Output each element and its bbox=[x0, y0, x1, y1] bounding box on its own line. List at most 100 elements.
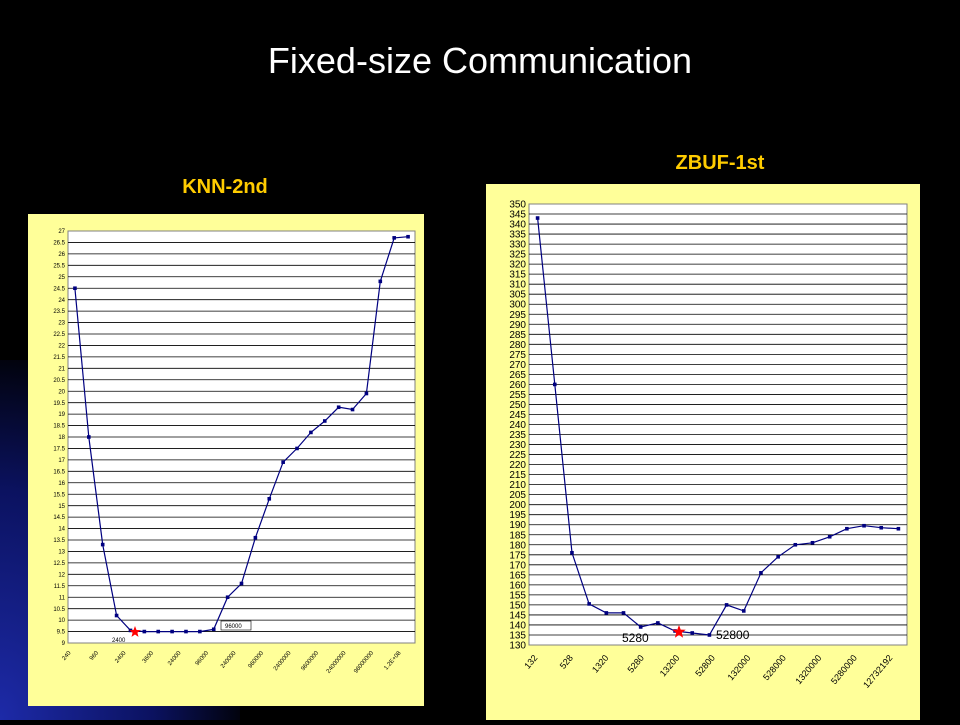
slide-title: Fixed-size Communication bbox=[267, 40, 693, 81]
y-tick-label: 285 bbox=[509, 330, 526, 341]
y-tick-label: 235 bbox=[509, 430, 526, 441]
y-tick-label: 11 bbox=[59, 595, 66, 601]
y-tick-label: 180 bbox=[509, 540, 526, 551]
star-marker bbox=[672, 625, 686, 638]
data-point bbox=[638, 625, 643, 629]
data-point bbox=[604, 611, 609, 615]
y-tick-label: 15 bbox=[58, 504, 65, 510]
y-tick-label: 330 bbox=[509, 240, 526, 251]
data-point bbox=[759, 571, 763, 575]
y-tick-label: 230 bbox=[509, 440, 526, 451]
y-tick-label: 175 bbox=[509, 550, 526, 561]
y-tick-label: 19 bbox=[58, 412, 65, 418]
data-point bbox=[707, 633, 712, 637]
data-point bbox=[267, 497, 272, 501]
data-point bbox=[896, 526, 901, 531]
zbuf-chart-title: ZBUF-1st bbox=[675, 152, 765, 174]
y-tick-label: 240 bbox=[509, 420, 526, 431]
x-tick-label: 24000000 bbox=[326, 650, 348, 675]
y-tick-label: 24.5 bbox=[53, 286, 65, 292]
star-marker bbox=[129, 626, 141, 637]
y-tick-label: 265 bbox=[509, 370, 526, 381]
data-point bbox=[114, 613, 119, 618]
x-tick-label: 5280000 bbox=[829, 653, 859, 686]
y-tick-label: 21.5 bbox=[53, 355, 65, 361]
x-tick-label: 24000 bbox=[167, 650, 183, 667]
y-tick-label: 17.5 bbox=[53, 447, 65, 453]
data-point bbox=[239, 581, 244, 586]
y-tick-label: 10 bbox=[58, 618, 65, 624]
data-point bbox=[724, 603, 729, 607]
data-point bbox=[793, 542, 798, 547]
y-tick-label: 20.5 bbox=[53, 378, 65, 384]
zbuf-line-chart: 1301351401451501551601651701751801851901… bbox=[509, 200, 908, 690]
data-point bbox=[211, 627, 216, 632]
x-tick-label: 132000 bbox=[726, 653, 753, 682]
y-tick-label: 12 bbox=[58, 572, 65, 578]
knn-chart-title: KNN-2nd bbox=[182, 176, 268, 198]
y-tick-label: 160 bbox=[509, 580, 526, 591]
data-point bbox=[253, 535, 258, 540]
annotation-box bbox=[220, 620, 252, 631]
y-tick-label: 195 bbox=[509, 510, 526, 521]
x-tick-label: 528000 bbox=[761, 653, 788, 682]
data-point bbox=[741, 609, 746, 613]
x-tick-label: 12732192 bbox=[861, 653, 894, 690]
y-tick-label: 165 bbox=[509, 570, 526, 581]
x-tick-label: 960 bbox=[89, 650, 100, 662]
y-tick-label: 12.5 bbox=[53, 561, 65, 567]
data-point bbox=[309, 430, 313, 435]
data-point bbox=[156, 629, 161, 634]
x-tick-label: 96000000 bbox=[353, 650, 375, 675]
annotation-label: 2400 bbox=[112, 638, 126, 644]
data-point bbox=[690, 631, 695, 635]
x-tick-label: 9600000 bbox=[300, 650, 320, 672]
x-tick-label: 2400000 bbox=[273, 650, 293, 672]
y-tick-label: 190 bbox=[509, 520, 526, 531]
data-point bbox=[87, 435, 91, 439]
annotation-label: 52800 bbox=[716, 628, 750, 642]
y-tick-label: 14.5 bbox=[53, 515, 65, 521]
y-tick-label: 13 bbox=[58, 550, 65, 556]
data-point bbox=[198, 629, 202, 634]
y-tick-label: 155 bbox=[509, 590, 526, 601]
data-point bbox=[827, 534, 832, 539]
x-tick-label: 240 bbox=[61, 650, 72, 662]
zbuf-chart-panel: 130 135 140 145 150 155 160 165 170 175 180 185 190 1… bbox=[486, 184, 920, 720]
y-tick-label: 16.5 bbox=[53, 469, 65, 475]
y-tick-label: 10.5 bbox=[53, 607, 65, 613]
y-tick-label: 220 bbox=[509, 460, 526, 471]
y-tick-label: 215 bbox=[509, 470, 526, 481]
data-point bbox=[621, 611, 626, 615]
y-tick-label: 260 bbox=[509, 380, 526, 391]
data-point bbox=[322, 419, 327, 423]
data-point bbox=[587, 602, 591, 606]
y-tick-label: 245 bbox=[509, 410, 526, 421]
x-tick-label: 13200 bbox=[658, 653, 682, 679]
series-line bbox=[537, 217, 899, 636]
annotation-label: 5280 bbox=[622, 631, 649, 645]
y-tick-label: 290 bbox=[509, 320, 526, 331]
y-tick-label: 23.5 bbox=[53, 309, 65, 315]
y-tick-label: 16 bbox=[58, 481, 65, 487]
x-tick-label: 132 bbox=[522, 653, 539, 671]
y-tick-label: 140 bbox=[509, 620, 526, 631]
x-tick-label: 1320000 bbox=[793, 653, 823, 686]
y-tick-label: 210 bbox=[509, 480, 526, 491]
data-point bbox=[336, 405, 341, 410]
y-tick-label: 200 bbox=[509, 500, 526, 511]
y-tick-label: 27 bbox=[58, 229, 65, 235]
y-tick-label: 275 bbox=[509, 350, 526, 361]
annotation-label: 96000 bbox=[225, 624, 242, 630]
x-tick-label: 2400 bbox=[114, 650, 128, 665]
y-tick-label: 9.5 bbox=[57, 630, 66, 636]
y-tick-label: 13.5 bbox=[53, 538, 65, 544]
y-tick-label: 325 bbox=[509, 250, 526, 261]
data-point bbox=[552, 382, 557, 387]
y-tick-label: 205 bbox=[509, 490, 526, 501]
data-point bbox=[656, 621, 660, 625]
x-tick-label: 960000 bbox=[248, 650, 266, 670]
y-tick-label: 23 bbox=[58, 321, 65, 327]
y-tick-label: 335 bbox=[509, 230, 526, 241]
y-tick-label: 280 bbox=[509, 340, 526, 351]
